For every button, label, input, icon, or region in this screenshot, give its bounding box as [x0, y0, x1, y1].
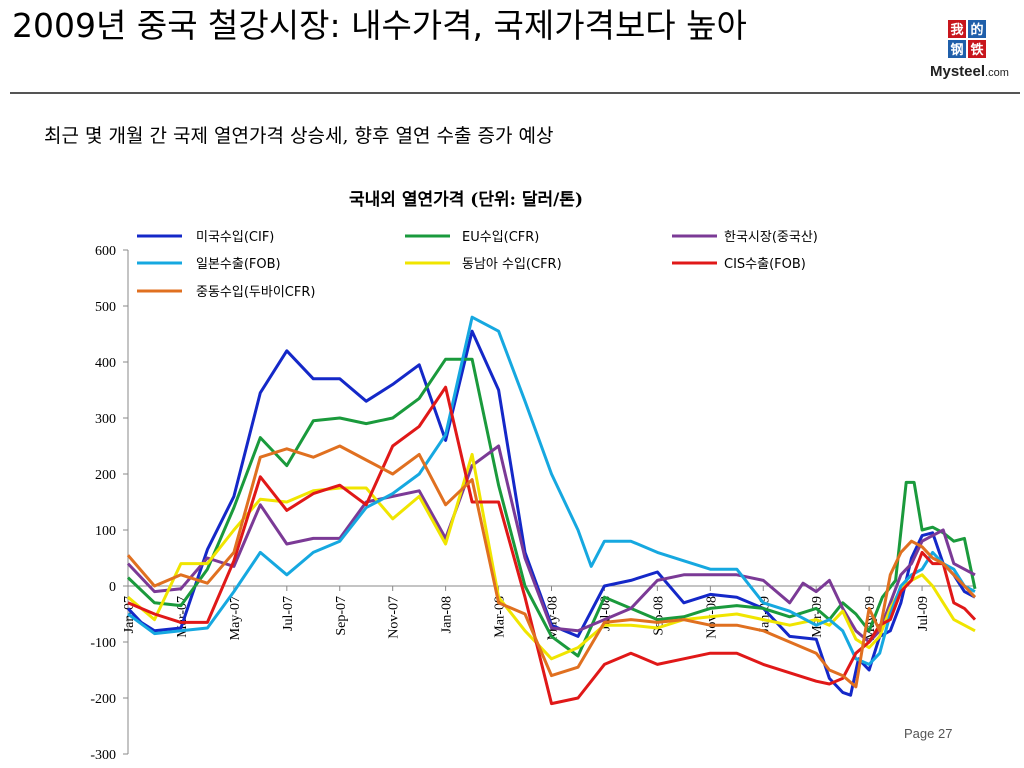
legend-label: EU수입(CFR)	[462, 230, 539, 245]
series-line	[126, 329, 976, 697]
series-line	[126, 357, 977, 658]
y-axis-ticks: -300 -200 -100 0 100 200 300 400 500 600	[90, 244, 128, 763]
series-line	[126, 444, 977, 689]
series-line	[126, 444, 976, 644]
x-tick-label: Mar-09	[810, 596, 825, 638]
series-line	[127, 315, 976, 666]
slide-subtitle: 최근 몇 개월 간 국제 열연가격 상승세, 향후 열연 수출 증가 예상	[44, 125, 554, 147]
x-tick-label: Sep-07	[334, 596, 349, 636]
chart-legend: 미국수입(CIF) EU수입(CFR) 한국시장(중국산) 일본수출(FOB) 동남아 …	[137, 230, 818, 300]
page-number: Page 27	[904, 726, 953, 741]
y-tick-label: 600	[95, 244, 116, 259]
y-tick-label: 100	[95, 524, 116, 539]
legend-label: 미국수입(CIF)	[196, 230, 274, 245]
y-tick-label: 500	[95, 300, 116, 315]
x-tick-label: Jan-08	[440, 596, 455, 633]
y-tick-label: -100	[90, 636, 116, 651]
y-tick-label: 300	[95, 412, 116, 427]
svg-text:铁: 铁	[969, 42, 983, 58]
y-tick-label: -200	[90, 692, 116, 707]
y-tick-label: 400	[95, 356, 116, 371]
svg-text:我: 我	[950, 22, 963, 38]
slide-title: 2009년 중국 철강시장: 내수가격, 국제가격보다 높아	[12, 6, 747, 45]
y-tick-label: 200	[95, 468, 116, 483]
x-tick-label: Sep-08	[651, 596, 666, 636]
chart-series	[126, 315, 977, 706]
x-tick-label: Nov-07	[387, 596, 402, 639]
y-tick-label: -300	[90, 748, 116, 763]
mysteel-logo: 我 的 钢 铁 Mysteel.com	[930, 18, 1022, 84]
svg-text:Mysteel.com: Mysteel.com	[930, 63, 1009, 80]
chart-title: 국내외 열연가격 (단위: 달러/톤)	[349, 189, 583, 210]
x-tick-label: Jul-07	[281, 596, 296, 631]
title-divider	[10, 92, 1020, 94]
x-tick-label: Jul-09	[916, 596, 931, 631]
legend-label: 일본수출(FOB)	[196, 257, 281, 272]
svg-text:的: 的	[970, 22, 983, 38]
legend-label: 동남아 수입(CFR)	[462, 257, 562, 272]
legend-label: CIS수출(FOB)	[724, 257, 806, 272]
x-tick-label: May-07	[228, 596, 243, 640]
svg-text:钢: 钢	[950, 42, 963, 58]
legend-label: 중동수입(두바이CFR)	[196, 285, 315, 300]
y-tick-label: 0	[109, 580, 116, 595]
series-line	[127, 385, 977, 706]
legend-label: 한국시장(중국산)	[724, 230, 818, 245]
